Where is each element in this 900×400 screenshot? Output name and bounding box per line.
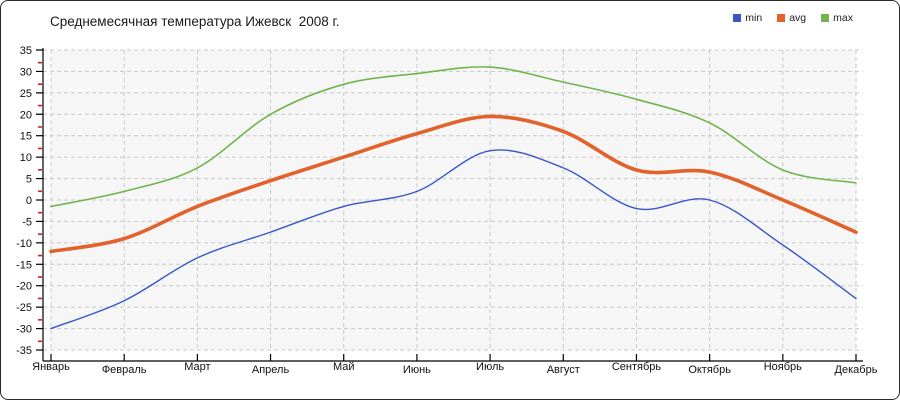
y-axis-ticks: -35 -30 -25 -20 -15 -10 -5 0 5 10 15 20 25 30 35	[16, 45, 43, 357]
y-tick-label: 0	[26, 195, 32, 207]
x-tick-label: Октябрь	[688, 364, 731, 376]
x-tick-label: Апрель	[252, 364, 290, 376]
y-tick-label: -10	[16, 238, 32, 250]
chart-legend: min avg max	[733, 12, 853, 24]
x-axis-ticks: Январь Февраль Март Апрель Май Июнь Июль Август…	[32, 354, 878, 376]
legend-label-min: min	[745, 12, 763, 24]
x-tick-label: Сентябрь	[612, 361, 662, 373]
y-tick-label: 20	[20, 109, 32, 121]
avg-series-swatch-icon	[777, 14, 786, 22]
series-max-line	[50, 66, 857, 208]
x-tick-label: Февраль	[102, 364, 147, 376]
y-tick-label: -15	[16, 259, 32, 271]
y-tick-label: 10	[20, 152, 32, 164]
y-tick-label: 5	[26, 174, 32, 186]
y-tick-label: -5	[22, 216, 32, 228]
x-tick-label: Июнь	[403, 364, 431, 376]
series-min-line	[50, 149, 857, 330]
x-tick-label: Март	[184, 361, 210, 373]
x-tick-label: Январь	[32, 361, 70, 373]
axes	[42, 48, 863, 362]
x-tick-label: Ноябрь	[764, 361, 802, 373]
y-tick-label: 30	[20, 66, 32, 78]
series-avg-line	[49, 114, 858, 254]
gridlines	[43, 49, 863, 351]
chart-title: Среднемесячная температура Ижевск 2008 г…	[50, 14, 340, 29]
legend-label-max: max	[833, 12, 853, 24]
y-tick-label: 15	[20, 131, 32, 143]
min-series-swatch-icon	[733, 14, 742, 22]
y-tick-label: 35	[20, 45, 32, 57]
x-tick-label: Июль	[476, 361, 504, 373]
y-tick-label: -30	[16, 324, 32, 336]
x-tick-label: Август	[547, 364, 580, 376]
legend-label-avg: avg	[789, 12, 807, 24]
x-tick-label: Декабрь	[835, 364, 878, 376]
x-tick-label: Май	[333, 361, 355, 373]
max-series-swatch-icon	[821, 14, 830, 22]
y-tick-label: -20	[16, 281, 32, 293]
legend-item-avg: avg	[777, 12, 806, 24]
y-tick-label: -35	[16, 345, 32, 357]
legend-item-max: max	[821, 12, 853, 24]
y-tick-label: -25	[16, 302, 32, 314]
y-tick-label: 25	[20, 88, 32, 100]
legend-item-min: min	[733, 12, 762, 24]
